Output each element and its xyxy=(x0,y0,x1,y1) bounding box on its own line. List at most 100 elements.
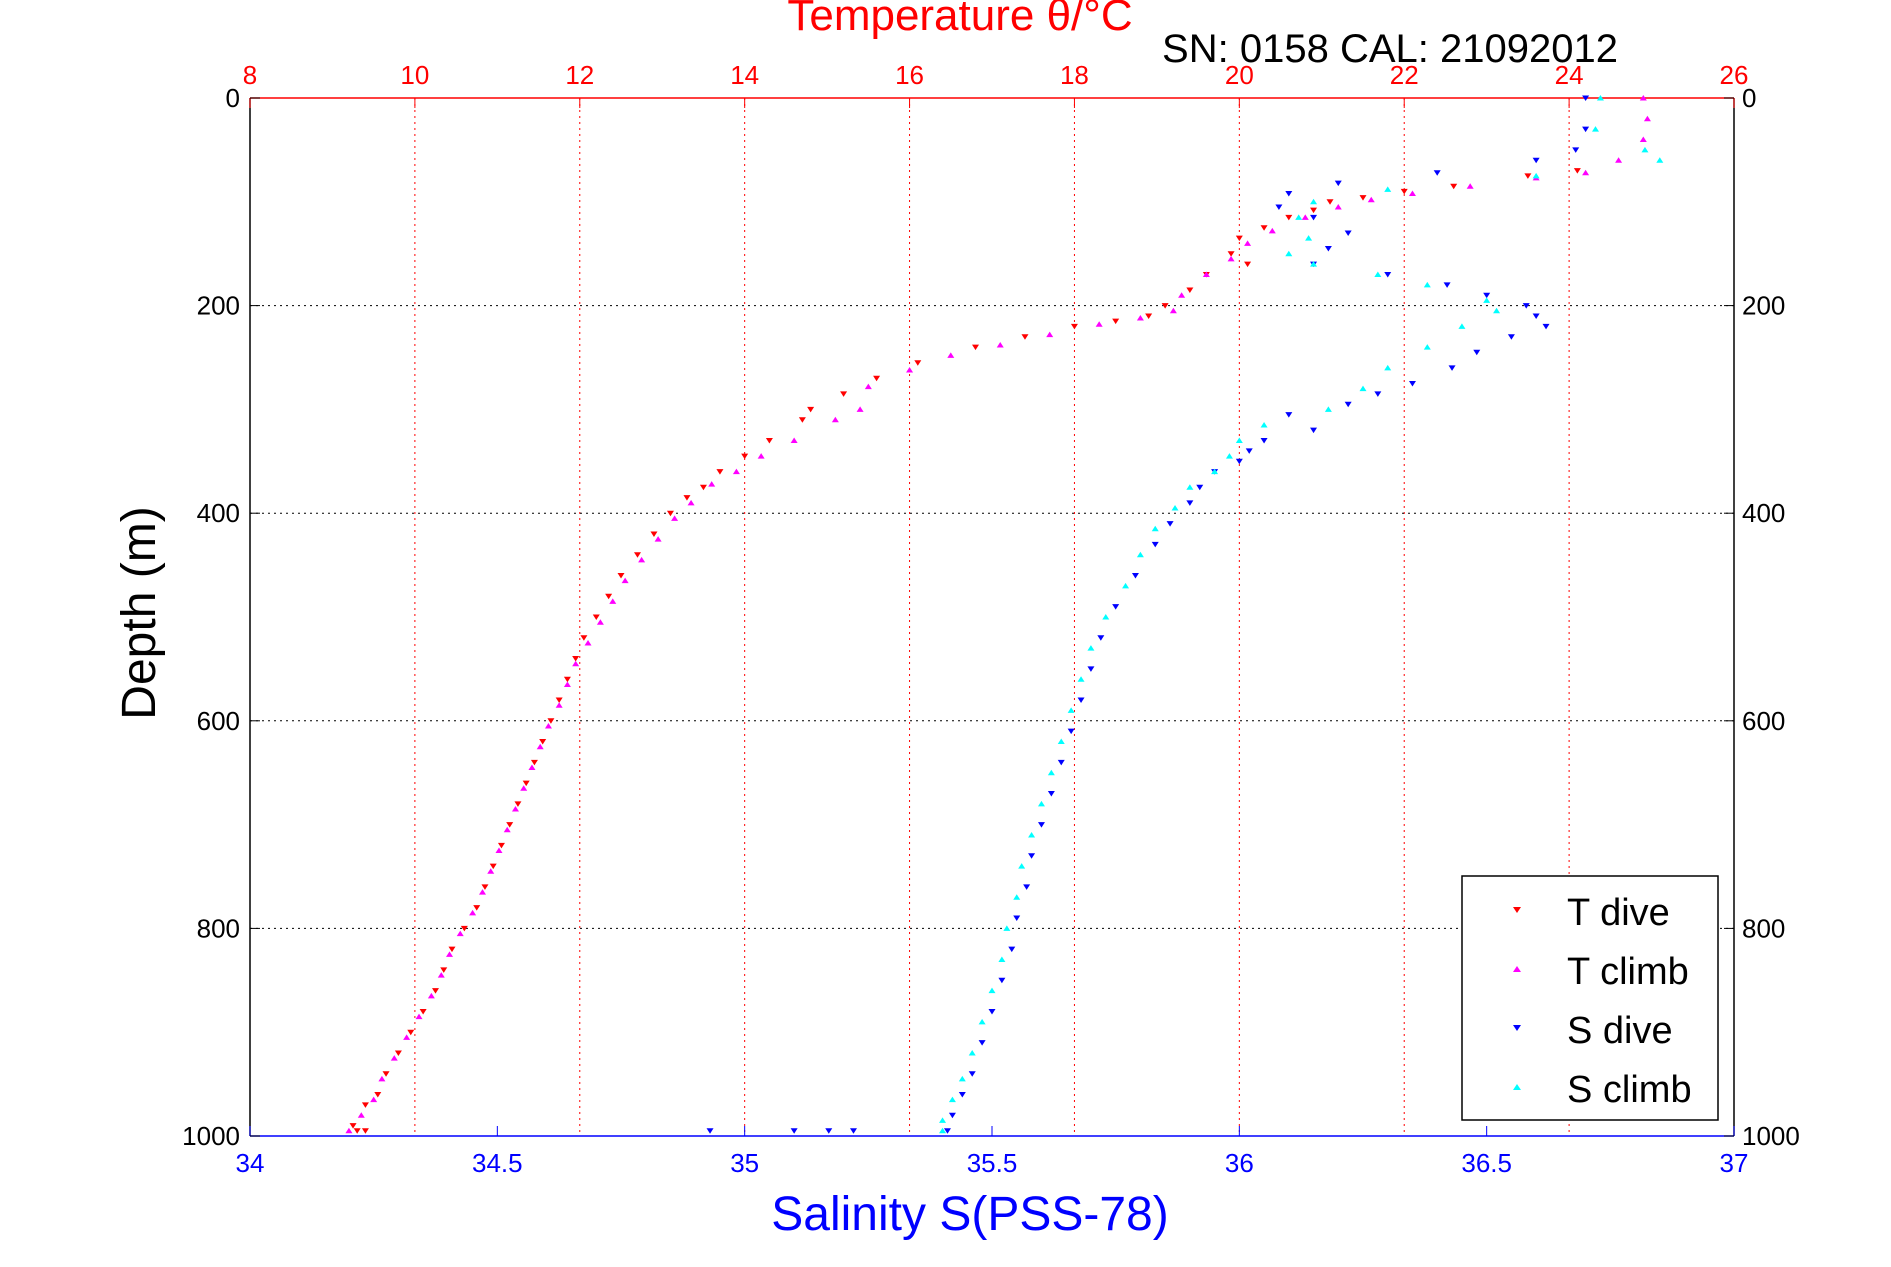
data-point-s-dive xyxy=(1047,790,1055,797)
right-tick-label: 800 xyxy=(1742,913,1785,943)
data-point-t-climb xyxy=(1639,136,1647,143)
legend: T dive T climb S dive S climb xyxy=(1461,875,1719,1121)
data-point-s-climb xyxy=(968,1049,976,1056)
data-point-s-dive xyxy=(1028,853,1036,859)
data-point-s-climb xyxy=(1211,468,1219,475)
data-point-s-dive xyxy=(1582,95,1590,101)
data-point-t-dive xyxy=(1186,287,1194,294)
bottom-tick-label: 34.5 xyxy=(472,1148,523,1178)
data-point-t-climb xyxy=(654,536,662,542)
data-point-s-climb xyxy=(1225,453,1233,459)
right-tick-label: 200 xyxy=(1742,291,1785,321)
data-point-t-dive xyxy=(489,863,497,870)
data-point-t-dive xyxy=(716,469,724,475)
data-point-t-dive xyxy=(353,1128,361,1134)
legend-box xyxy=(1461,875,1719,1121)
data-point-s-dive xyxy=(943,1128,951,1134)
data-point-t-dive xyxy=(1524,173,1532,179)
data-point-s-climb xyxy=(1260,421,1268,428)
data-point-t-dive xyxy=(840,391,848,397)
left-tick-label: 400 xyxy=(197,498,240,528)
data-point-t-climb xyxy=(456,930,464,937)
data-point-t-climb xyxy=(1178,292,1186,298)
data-point-t-climb xyxy=(1301,214,1309,220)
data-point-t-climb xyxy=(708,481,716,487)
data-point-s-dive xyxy=(1374,391,1382,397)
data-point-s-dive xyxy=(1023,884,1031,890)
data-point-t-dive xyxy=(394,1050,402,1056)
data-point-s-dive xyxy=(1008,946,1016,953)
data-point-s-climb xyxy=(1102,614,1110,620)
data-point-t-climb xyxy=(638,556,646,563)
data-point-t-climb xyxy=(947,352,955,358)
data-point-s-dive xyxy=(1013,915,1021,922)
x-axis-label: Salinity S(PSS-78) xyxy=(771,1188,1168,1241)
data-point-t-climb xyxy=(1244,240,1252,246)
data-point-s-climb xyxy=(1235,437,1243,444)
data-point-s-dive xyxy=(1443,282,1451,288)
data-point-s-dive xyxy=(706,1128,714,1134)
data-point-t-climb xyxy=(1095,321,1103,327)
data-point-t-climb xyxy=(415,1013,423,1020)
data-point-s-dive xyxy=(1310,214,1318,221)
data-point-s-climb xyxy=(1018,863,1026,869)
data-point-t-climb xyxy=(1136,315,1144,321)
data-point-t-dive xyxy=(1359,195,1367,201)
data-point-s-dive xyxy=(1196,484,1204,491)
data-point-t-dive xyxy=(382,1071,390,1077)
data-point-t-dive xyxy=(1573,168,1581,174)
data-point-s-dive xyxy=(1473,349,1481,356)
data-point-t-dive xyxy=(522,780,530,787)
data-point-t-climb xyxy=(544,722,552,729)
data-point-s-climb xyxy=(939,1127,947,1134)
data-point-t-climb xyxy=(511,806,519,812)
data-point-t-dive xyxy=(539,739,547,745)
data-point-s-dive xyxy=(1582,126,1590,133)
data-point-s-dive xyxy=(1532,157,1540,164)
data-point-s-climb xyxy=(1295,214,1303,220)
data-point-t-dive xyxy=(361,1102,369,1108)
data-point-t-climb xyxy=(831,416,839,423)
right-tick-label: 400 xyxy=(1742,498,1785,528)
data-point-t-climb xyxy=(345,1127,353,1134)
data-point-s-climb xyxy=(1077,676,1085,682)
right-tick-label: 0 xyxy=(1742,83,1756,113)
data-point-s-dive xyxy=(1532,313,1540,319)
data-point-t-climb xyxy=(536,743,544,750)
data-point-s-dive xyxy=(968,1071,976,1077)
right-tick-label: 1000 xyxy=(1742,1121,1800,1151)
data-point-t-dive xyxy=(1450,183,1458,190)
data-point-s-climb xyxy=(1596,95,1604,101)
data-point-s-dive xyxy=(1344,401,1352,408)
data-point-s-dive xyxy=(1522,303,1530,309)
data-point-t-dive xyxy=(572,656,580,662)
points-layer xyxy=(345,95,1664,1134)
data-point-s-dive xyxy=(1324,246,1332,252)
data-point-s-climb xyxy=(1067,707,1075,713)
data-point-s-climb xyxy=(1171,505,1179,511)
data-point-s-climb xyxy=(998,956,1006,963)
data-point-s-climb xyxy=(1285,250,1293,257)
data-point-s-climb xyxy=(1003,925,1011,931)
data-point-t-dive xyxy=(1326,199,1334,205)
bottom-tick-label: 36.5 xyxy=(1461,1148,1512,1178)
data-point-s-dive xyxy=(1235,458,1243,465)
top-tick-label: 20 xyxy=(1225,60,1254,90)
ticks-layer: 8 10 12 14 16 18 20 22 24 26 34 34.5 35 35.5 36 36.5 37 0… xyxy=(182,60,1800,1178)
data-point-t-climb xyxy=(478,889,486,895)
legend-item-t-climb: T climb xyxy=(1513,951,1689,993)
data-point-s-dive xyxy=(1572,147,1580,153)
data-point-t-dive xyxy=(460,925,468,932)
data-point-t-climb xyxy=(996,342,1004,348)
data-point-t-climb xyxy=(520,785,528,791)
data-point-t-climb xyxy=(757,453,765,459)
data-point-s-dive xyxy=(1483,292,1491,299)
data-point-t-climb xyxy=(671,515,679,521)
data-point-s-climb xyxy=(1324,406,1332,412)
legend-marker-t-climb xyxy=(1513,966,1521,972)
legend-marker-s-dive xyxy=(1513,1025,1521,1031)
series-t-climb xyxy=(345,95,1651,1134)
data-point-t-dive xyxy=(683,495,691,501)
